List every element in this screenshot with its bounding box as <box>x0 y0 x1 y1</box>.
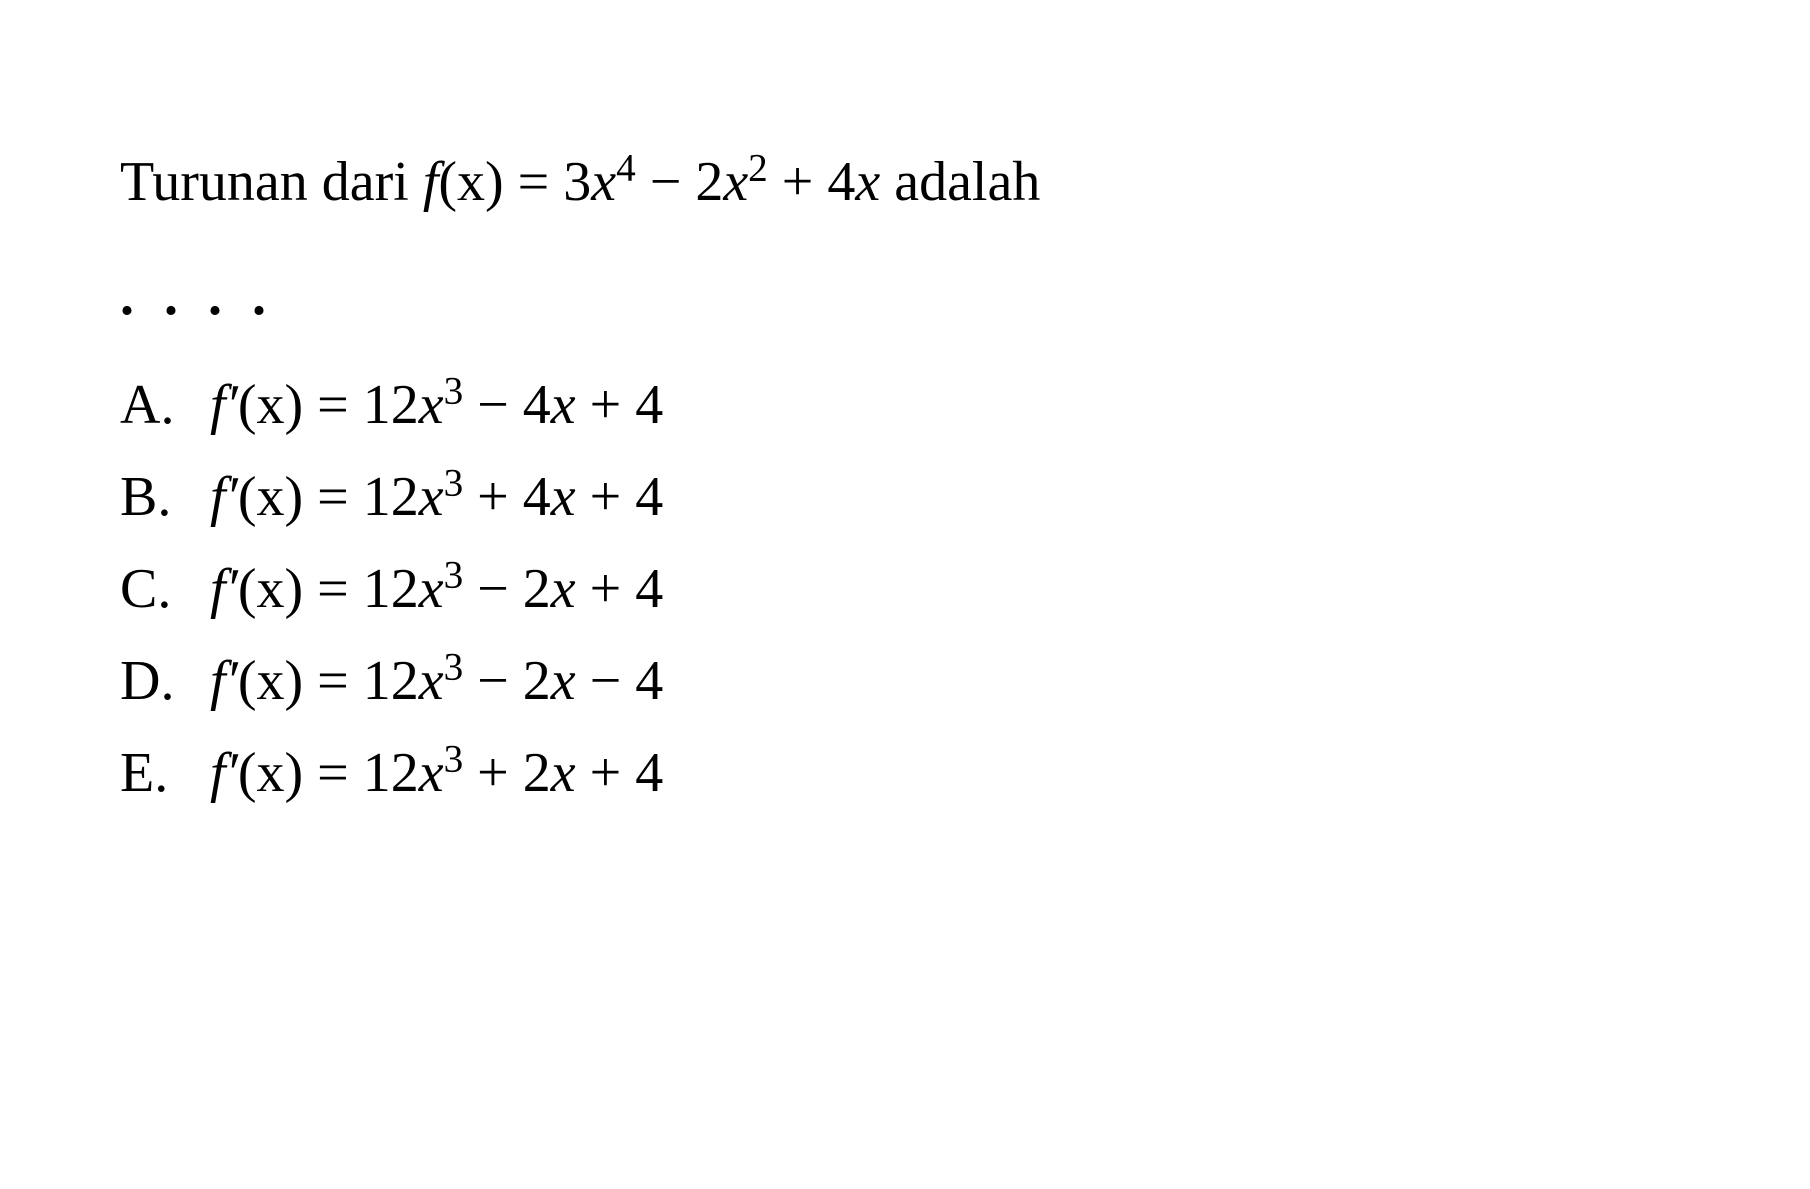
t3: 4 <box>635 558 663 620</box>
t2v: x <box>551 374 576 436</box>
t1v: x <box>419 650 444 712</box>
option-e-expr: f′(x) = 12x3 + 2x + 4 <box>210 731 663 815</box>
t1v: x <box>419 374 444 436</box>
t1e: 3 <box>444 737 464 780</box>
op2: + <box>576 742 636 804</box>
t2c: 2 <box>523 650 551 712</box>
answer-options: A. f′(x) = 12x3 − 4x + 4 B. f′(x) = 12x3… <box>120 363 1690 815</box>
t1c: 12 <box>363 650 419 712</box>
option-c-letter: C. <box>120 547 210 631</box>
t3: 4 <box>635 466 663 528</box>
t3: 4 <box>635 374 663 436</box>
option-c-expr: f′(x) = 12x3 − 2x + 4 <box>210 547 663 631</box>
eq: = <box>303 374 363 436</box>
option-e-letter: E. <box>120 731 210 815</box>
term2-coef: 2 <box>695 151 723 213</box>
option-d-letter: D. <box>120 639 210 723</box>
op1: + <box>463 466 523 528</box>
eq: = <box>303 558 363 620</box>
t1e: 3 <box>444 645 464 688</box>
option-b-expr: f′(x) = 12x3 + 4x + 4 <box>210 455 663 539</box>
function-name: f <box>423 151 439 213</box>
term3-coef: 4 <box>827 151 855 213</box>
t3: 4 <box>635 650 663 712</box>
term2-exp: 2 <box>748 146 768 189</box>
t3: 4 <box>635 742 663 804</box>
option-a-expr: f′(x) = 12x3 − 4x + 4 <box>210 363 663 447</box>
t1c: 12 <box>363 742 419 804</box>
arg: (x) <box>238 650 303 712</box>
fprime: f′ <box>210 742 238 804</box>
t1v: x <box>419 742 444 804</box>
eq: = <box>303 742 363 804</box>
t1e: 3 <box>444 369 464 412</box>
t2c: 4 <box>523 466 551 528</box>
op1: − <box>463 374 523 436</box>
t2v: x <box>551 742 576 804</box>
arg: (x) <box>238 558 303 620</box>
term3-var: x <box>855 151 880 213</box>
question-prefix: Turunan dari <box>120 151 423 213</box>
t2v: x <box>551 466 576 528</box>
op1: + <box>463 742 523 804</box>
op2: − <box>576 650 636 712</box>
option-a: A. f′(x) = 12x3 − 4x + 4 <box>120 363 1690 447</box>
fprime: f′ <box>210 466 238 528</box>
t2c: 2 <box>523 742 551 804</box>
eq: = <box>303 650 363 712</box>
op2: + <box>576 466 636 528</box>
arg: (x) <box>238 466 303 528</box>
question-suffix: adalah <box>880 151 1040 213</box>
option-b-letter: B. <box>120 455 210 539</box>
option-e: E. f′(x) = 12x3 + 2x + 4 <box>120 731 1690 815</box>
eq: = <box>303 466 363 528</box>
t1v: x <box>419 558 444 620</box>
term2-var: x <box>723 151 748 213</box>
t2c: 4 <box>523 374 551 436</box>
option-c: C. f′(x) = 12x3 − 2x + 4 <box>120 547 1690 631</box>
option-d: D. f′(x) = 12x3 − 2x − 4 <box>120 639 1690 723</box>
option-d-expr: f′(x) = 12x3 − 2x − 4 <box>210 639 663 723</box>
op2: + <box>576 374 636 436</box>
arg: (x) <box>238 374 303 436</box>
fprime: f′ <box>210 374 238 436</box>
option-a-letter: A. <box>120 363 210 447</box>
t1v: x <box>419 466 444 528</box>
fprime: f′ <box>210 650 238 712</box>
fprime: f′ <box>210 558 238 620</box>
equals-sign: = <box>504 151 564 213</box>
t1c: 12 <box>363 466 419 528</box>
option-b: B. f′(x) = 12x3 + 4x + 4 <box>120 455 1690 539</box>
t1c: 12 <box>363 374 419 436</box>
op2: + <box>576 558 636 620</box>
t2v: x <box>551 650 576 712</box>
math-problem: Turunan dari f(x) = 3x4 − 2x2 + 4x adala… <box>120 140 1690 815</box>
ellipsis-dots: . . . . <box>120 254 1690 338</box>
t1e: 3 <box>444 553 464 596</box>
arg: (x) <box>238 742 303 804</box>
plus-op: + <box>768 151 828 213</box>
term1-coef: 3 <box>563 151 591 213</box>
t2c: 2 <box>523 558 551 620</box>
t1e: 3 <box>444 461 464 504</box>
question-text: Turunan dari f(x) = 3x4 − 2x2 + 4x adala… <box>120 140 1690 224</box>
t1c: 12 <box>363 558 419 620</box>
term1-var: x <box>591 151 616 213</box>
function-arg: (x) <box>438 151 503 213</box>
op1: − <box>463 558 523 620</box>
minus-op: − <box>636 151 696 213</box>
term1-exp: 4 <box>616 146 636 189</box>
op1: − <box>463 650 523 712</box>
t2v: x <box>551 558 576 620</box>
